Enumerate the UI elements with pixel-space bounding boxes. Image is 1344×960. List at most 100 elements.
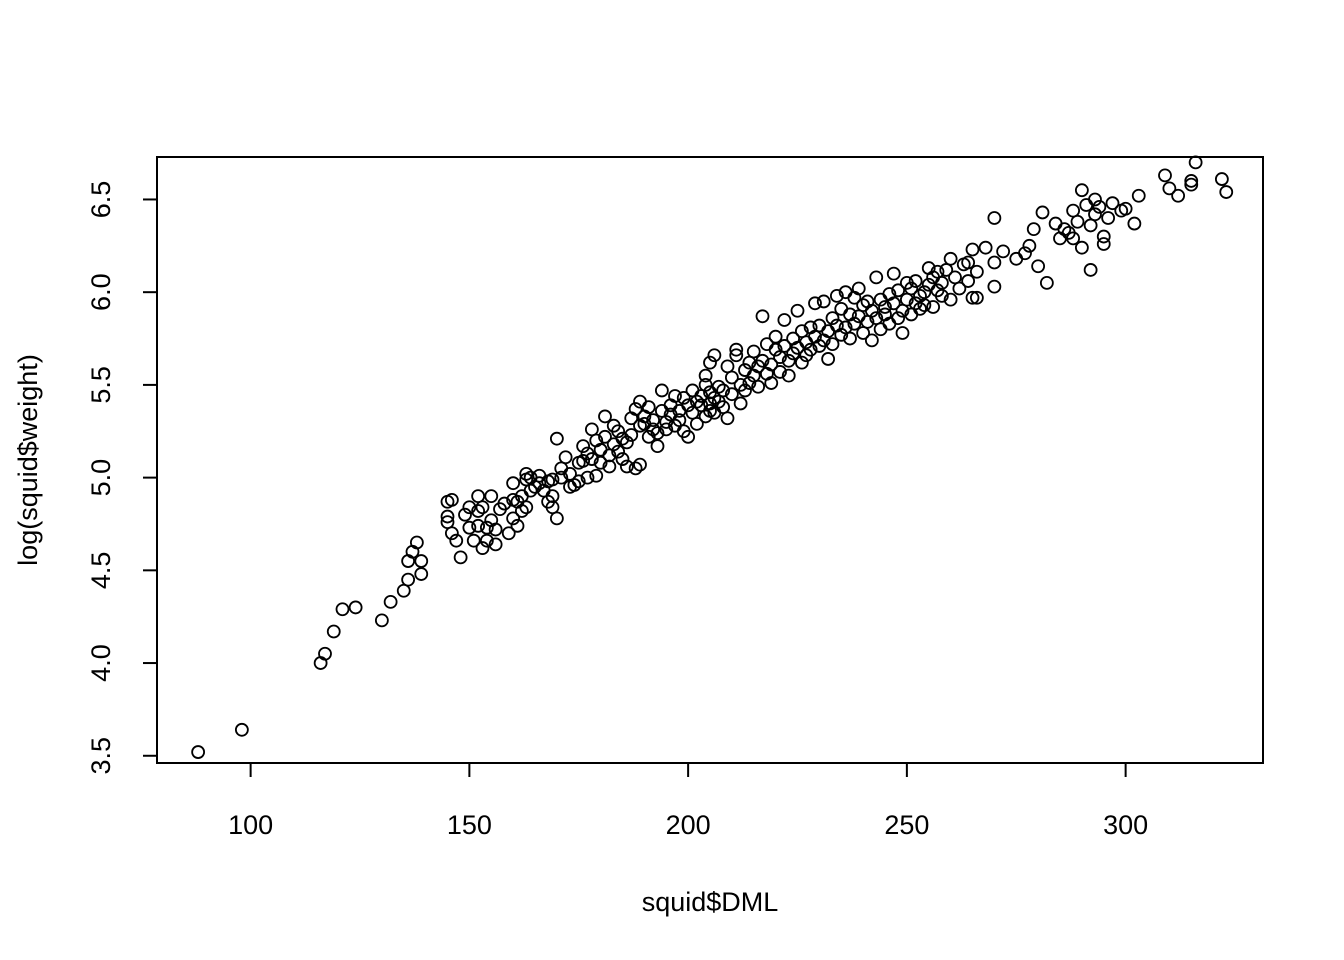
data-point <box>484 489 499 504</box>
data-point <box>479 520 494 535</box>
data-point <box>978 240 993 255</box>
data-point <box>628 461 643 476</box>
data-point <box>825 337 840 352</box>
data-point <box>615 452 630 466</box>
data-point <box>834 327 849 342</box>
data-point <box>948 270 962 285</box>
data-point <box>821 352 836 366</box>
data-point <box>873 322 888 337</box>
data-point <box>396 583 411 598</box>
data-point <box>628 402 643 416</box>
data-point <box>545 472 560 487</box>
data-point <box>1171 188 1186 203</box>
data-point <box>965 242 980 257</box>
data-point <box>969 264 984 279</box>
data-point <box>812 318 827 333</box>
data-point <box>790 303 805 318</box>
data-point <box>641 429 656 444</box>
data-point <box>444 526 459 541</box>
data-point <box>558 450 573 465</box>
data-point <box>755 353 770 368</box>
data-point <box>471 489 486 504</box>
plot-frame <box>156 156 1264 764</box>
data-point <box>646 422 661 437</box>
data-point <box>1088 192 1102 207</box>
data-point <box>913 301 927 316</box>
data-point <box>414 567 429 581</box>
data-point <box>576 439 591 453</box>
y-tick-label: 6.0 <box>86 273 116 311</box>
data-point <box>729 342 744 357</box>
data-point <box>1009 251 1024 266</box>
y-tick-label: 3.5 <box>86 737 116 775</box>
data-point <box>602 459 617 474</box>
data-point <box>510 518 525 533</box>
data-point <box>965 290 980 305</box>
data-point <box>1074 183 1089 198</box>
data-point <box>598 409 612 424</box>
data-point <box>1184 174 1199 188</box>
y-axis: 3.5 4.0 4.5 5.0 5.5 6.0 6.5 <box>86 181 158 775</box>
data-point <box>1127 216 1142 231</box>
data-point <box>1088 207 1102 222</box>
data-point <box>1083 263 1098 277</box>
data-point <box>847 316 862 331</box>
data-point <box>580 470 595 485</box>
data-point <box>383 594 398 609</box>
data-point <box>488 522 503 537</box>
data-point <box>514 504 529 518</box>
data-point <box>987 255 1002 270</box>
data-point <box>641 400 656 415</box>
data-point <box>619 435 634 450</box>
x-tick-label: 250 <box>884 810 929 840</box>
data-point <box>781 368 796 383</box>
data-point <box>1188 155 1203 170</box>
data-point <box>668 389 682 403</box>
data-point <box>659 422 674 437</box>
data-point <box>781 353 796 368</box>
data-point <box>1074 240 1089 255</box>
data-point <box>619 459 634 474</box>
data-point <box>1026 222 1041 237</box>
data-point <box>545 489 560 504</box>
x-axis-label: squid$DML <box>642 887 779 917</box>
x-tick-label: 100 <box>228 810 273 840</box>
data-point <box>1031 259 1046 274</box>
data-point <box>698 368 713 383</box>
y-tick-label: 4.5 <box>86 552 116 590</box>
data-point <box>685 383 700 398</box>
data-point <box>716 383 731 398</box>
data-point <box>829 288 844 303</box>
data-point <box>711 379 726 394</box>
data-point <box>987 279 1002 294</box>
data-point <box>549 431 564 446</box>
data-point <box>348 600 363 615</box>
data-point <box>1066 203 1081 218</box>
data-point <box>1057 222 1072 237</box>
data-point <box>869 270 884 285</box>
data-point <box>532 476 547 491</box>
data-point <box>724 387 739 402</box>
data-point <box>519 467 534 481</box>
data-point <box>733 396 748 411</box>
data-point <box>886 296 901 311</box>
data-point <box>816 294 831 309</box>
data-point <box>891 283 906 298</box>
data-point <box>689 416 704 431</box>
data-point <box>414 554 429 568</box>
data-point <box>549 511 564 526</box>
data-point <box>895 326 910 340</box>
data-point <box>934 288 949 303</box>
data-point <box>479 533 494 548</box>
data-point <box>961 274 976 288</box>
data-point <box>681 398 696 413</box>
data-point <box>681 429 696 444</box>
data-point <box>943 292 958 307</box>
data-point <box>777 339 792 353</box>
data-point <box>707 348 722 363</box>
data-point <box>996 244 1011 259</box>
data-point <box>1039 276 1054 290</box>
y-tick-label: 5.0 <box>86 459 116 497</box>
data-point <box>326 624 341 639</box>
data-point <box>475 500 490 515</box>
